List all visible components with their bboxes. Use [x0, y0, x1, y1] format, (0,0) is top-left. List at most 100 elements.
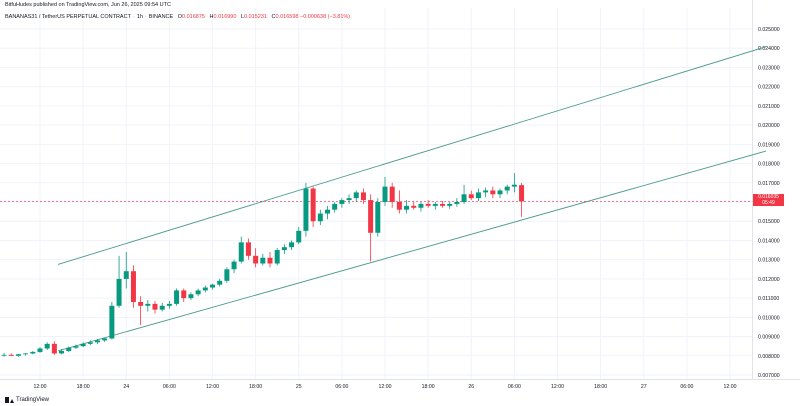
- candle-body[interactable]: [375, 202, 381, 233]
- candle-body[interactable]: [44, 343, 50, 349]
- candle-body[interactable]: [267, 257, 273, 264]
- candle-body[interactable]: [440, 203, 445, 206]
- candle-body[interactable]: [159, 305, 165, 310]
- candle-body[interactable]: [325, 209, 330, 214]
- candle-body[interactable]: [303, 188, 309, 231]
- candle-body[interactable]: [188, 294, 194, 299]
- candle-body[interactable]: [382, 186, 388, 203]
- time-tick-label: 12:00: [206, 384, 219, 390]
- candle-body[interactable]: [181, 290, 187, 299]
- price-tick-label: 0.019000: [758, 142, 780, 148]
- candle-body[interactable]: [116, 278, 122, 306]
- price-tick-label: 0.018000: [758, 162, 780, 168]
- candle-body[interactable]: [468, 194, 474, 199]
- candle-body[interactable]: [80, 343, 86, 347]
- candle-body[interactable]: [30, 351, 36, 354]
- candle-body[interactable]: [404, 205, 410, 210]
- candle-body[interactable]: [202, 287, 208, 291]
- candle-body[interactable]: [166, 303, 172, 306]
- candle-body[interactable]: [511, 184, 517, 187]
- lower-channel-line[interactable]: [57, 150, 767, 352]
- candle-body[interactable]: [519, 185, 525, 202]
- low-value: 0.015231: [244, 14, 267, 20]
- candle-body[interactable]: [66, 347, 72, 351]
- price-tick-label: 0.009000: [758, 335, 780, 341]
- candle-body[interactable]: [87, 342, 93, 344]
- brand-name: TradingView: [16, 397, 50, 403]
- time-tick-label: 12:00: [34, 384, 47, 390]
- candle-body[interactable]: [1, 354, 7, 356]
- symbol-legend[interactable]: BANANAS31 / TetherUS PERPETUAL CONTRACT ·…: [5, 14, 350, 20]
- candle-body[interactable]: [102, 338, 108, 341]
- candle-body[interactable]: [59, 350, 65, 354]
- candle-body[interactable]: [174, 290, 180, 304]
- candle-body[interactable]: [497, 190, 503, 195]
- candle-body[interactable]: [289, 242, 295, 248]
- candle-body[interactable]: [346, 198, 352, 201]
- candle-body[interactable]: [238, 242, 244, 262]
- candle-body[interactable]: [353, 192, 359, 199]
- candle-body[interactable]: [411, 205, 417, 208]
- candle-body[interactable]: [217, 280, 223, 285]
- candle-body[interactable]: [8, 354, 14, 356]
- time-tick-label: 25: [296, 384, 302, 390]
- candle-body[interactable]: [396, 202, 402, 210]
- candle-body[interactable]: [389, 186, 395, 203]
- tradingview-logo[interactable]: TradingView: [5, 397, 49, 403]
- candle-body[interactable]: [418, 203, 424, 208]
- price-tick-label: 0.021000: [758, 104, 780, 110]
- candle-body[interactable]: [130, 271, 136, 302]
- candle-body[interactable]: [123, 271, 129, 279]
- candle-body[interactable]: [15, 354, 21, 356]
- candle-body[interactable]: [109, 305, 115, 339]
- candle-body[interactable]: [245, 242, 251, 256]
- price-tick-label: 0.025000: [758, 27, 780, 33]
- bar-countdown: 05:49: [762, 200, 775, 206]
- candle-body[interactable]: [253, 255, 259, 264]
- candle-body[interactable]: [310, 188, 316, 222]
- candle-body[interactable]: [224, 269, 230, 281]
- candle-body[interactable]: [260, 257, 266, 264]
- candle-body[interactable]: [296, 230, 302, 243]
- candle-body[interactable]: [483, 190, 489, 193]
- symbol-name[interactable]: BANANAS31 / TetherUS PERPETUAL CONTRACT: [5, 14, 131, 20]
- candle-body[interactable]: [231, 261, 237, 270]
- published-line: BitfuHudes published on TradingView.com,…: [5, 2, 171, 8]
- interval-label[interactable]: 1h: [136, 14, 143, 20]
- candle-body[interactable]: [152, 303, 158, 310]
- candle-body[interactable]: [95, 340, 100, 343]
- legend-separator: ·: [144, 14, 147, 20]
- low-label: L: [240, 14, 245, 20]
- candle-body[interactable]: [281, 247, 287, 251]
- candle-body[interactable]: [360, 192, 366, 201]
- candle-body[interactable]: [490, 190, 496, 195]
- candle-body[interactable]: [447, 203, 453, 206]
- close-label: C: [271, 14, 276, 20]
- candle-body[interactable]: [317, 213, 323, 222]
- time-tick-label: 18:00: [422, 384, 435, 390]
- candle-body[interactable]: [37, 348, 43, 352]
- tradingview-logo-icon: [5, 397, 14, 403]
- candle-body[interactable]: [51, 343, 57, 354]
- candle-body[interactable]: [368, 200, 374, 233]
- candle-body[interactable]: [274, 250, 280, 264]
- candle-body[interactable]: [73, 346, 79, 348]
- candle-body[interactable]: [454, 202, 460, 204]
- candle-body[interactable]: [23, 353, 29, 355]
- candle-body[interactable]: [504, 186, 510, 191]
- price-tick-label: 0.014000: [758, 238, 780, 244]
- upper-channel-line[interactable]: [57, 46, 767, 265]
- candle-body[interactable]: [425, 203, 431, 206]
- candle-body[interactable]: [195, 290, 201, 295]
- open-label: O: [177, 14, 183, 20]
- candle-body[interactable]: [461, 194, 467, 203]
- candle-body[interactable]: [145, 303, 151, 306]
- candle-body[interactable]: [138, 301, 144, 306]
- candle-body[interactable]: [475, 192, 481, 199]
- candle-body[interactable]: [432, 203, 438, 206]
- time-tick-label: 06:00: [335, 384, 348, 390]
- candle-body[interactable]: [210, 284, 215, 288]
- candle-body[interactable]: [332, 203, 338, 210]
- candle-body[interactable]: [339, 200, 345, 204]
